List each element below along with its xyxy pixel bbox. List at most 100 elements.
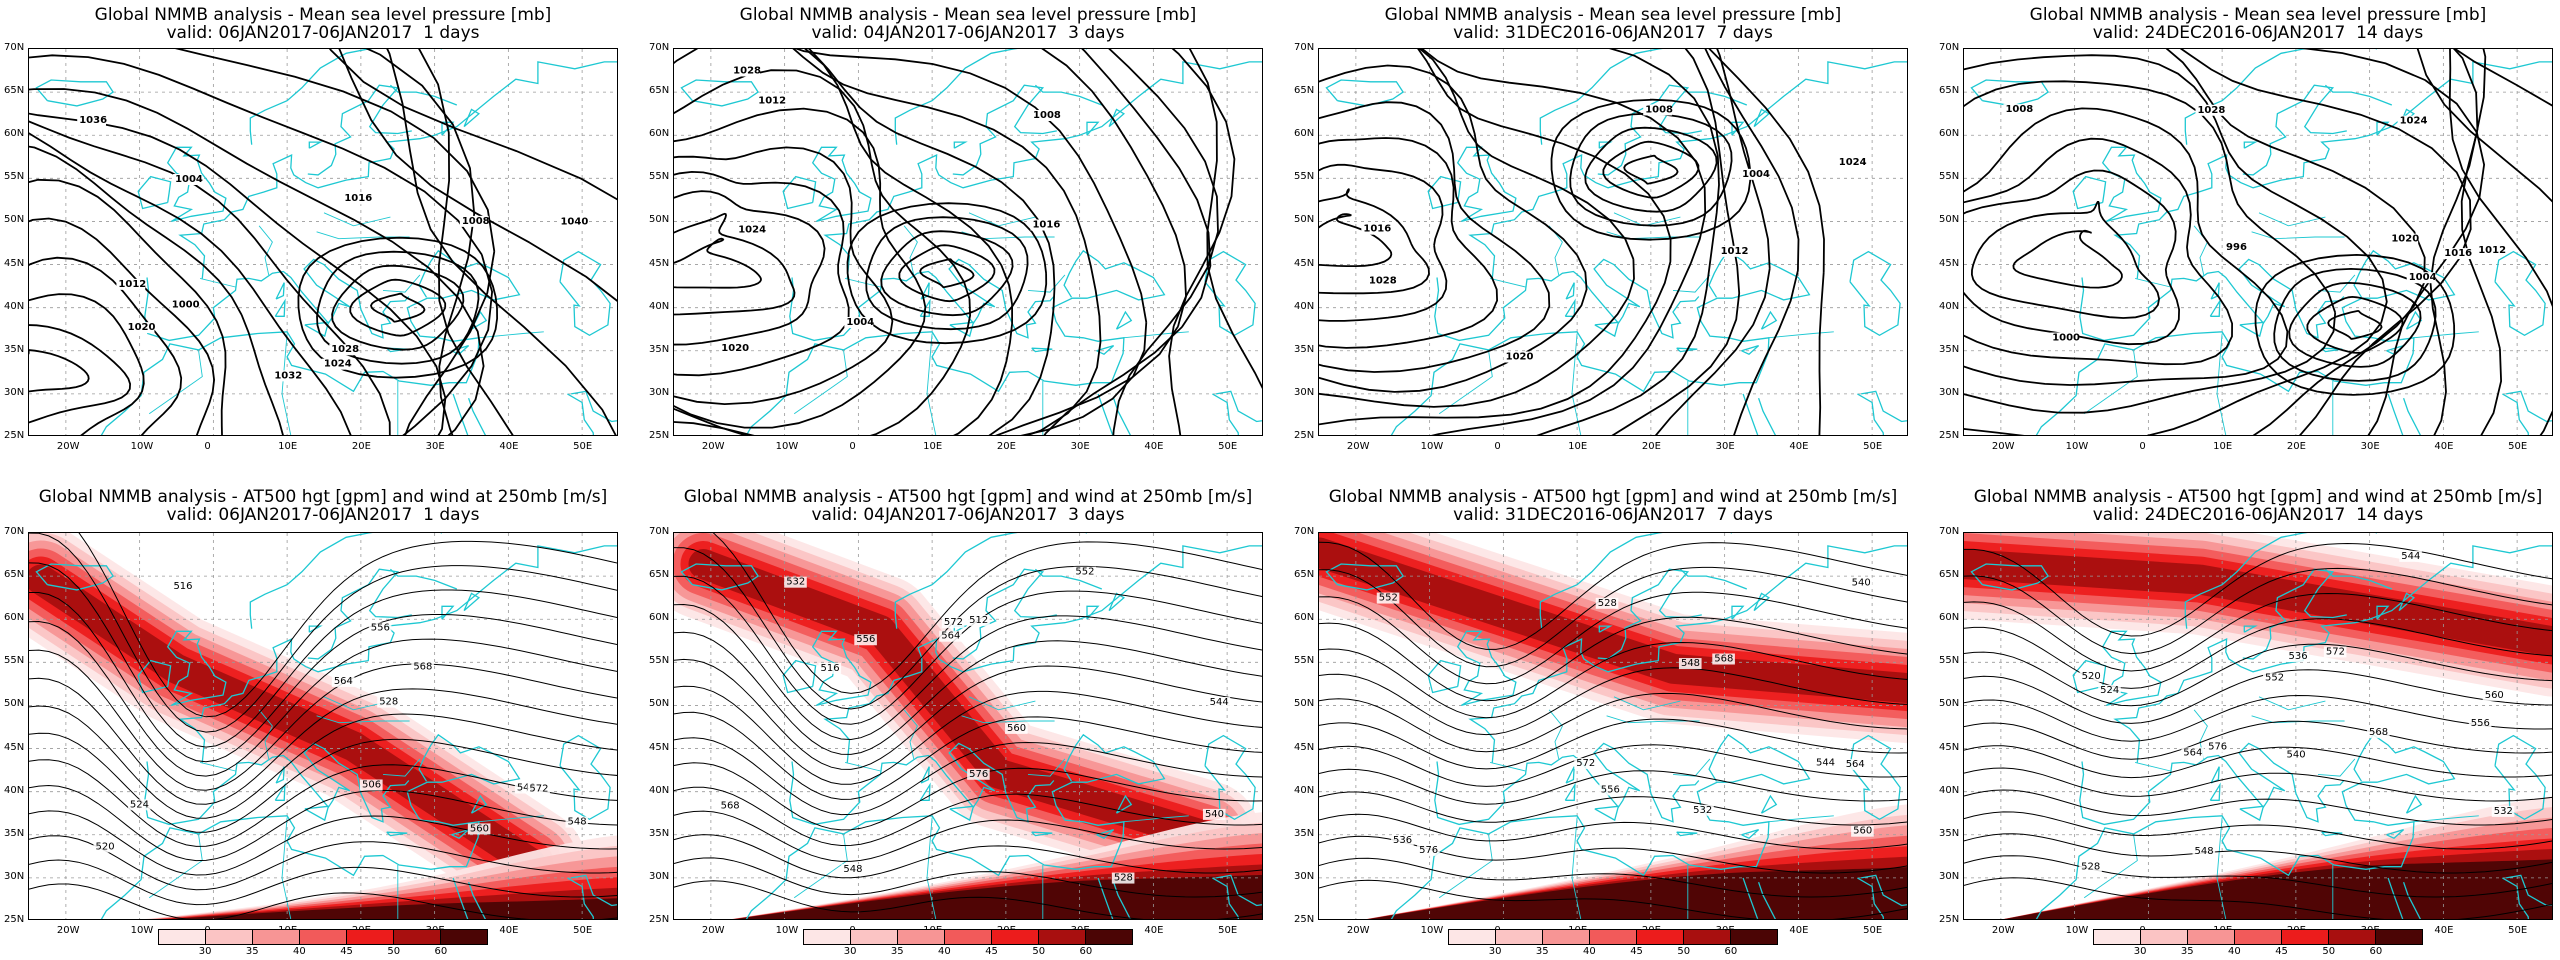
- svg-text:540: 540: [1205, 809, 1224, 820]
- colorbar-swatch: [159, 930, 206, 944]
- svg-text:516: 516: [173, 581, 192, 592]
- colorbar-label: 40: [1583, 946, 1596, 957]
- svg-text:1028: 1028: [733, 65, 761, 76]
- contour-label: 520: [93, 841, 117, 853]
- isoline: [29, 112, 447, 435]
- svg-text:576: 576: [2208, 742, 2227, 753]
- isoline: [1319, 137, 1499, 349]
- colorbar-swatch: [898, 930, 945, 944]
- svg-text:532: 532: [786, 577, 805, 588]
- svg-text:1016: 1016: [1363, 224, 1391, 235]
- panel-title: Global NMMB analysis - Mean sea level pr…: [2029, 5, 2487, 25]
- colorbar-swatch: [1590, 930, 1637, 944]
- panel-title: Global NMMB analysis - AT500 hgt [gpm] a…: [1973, 487, 2543, 507]
- wind-shading: [29, 533, 617, 919]
- panel-title: Global NMMB analysis - AT500 hgt [gpm] a…: [1328, 487, 1898, 507]
- lat-label: 45N: [649, 741, 670, 753]
- isoline: [29, 293, 145, 435]
- map-svg: 1032 1028 1016 1036 1040 1020 1024 1012 1008 1004…: [29, 49, 617, 435]
- colorbar-label: 35: [890, 946, 904, 957]
- panel-subtitle: valid: 31DEC2016-06JAN2017 7 days: [1453, 505, 1773, 525]
- colorbar: [803, 929, 1133, 945]
- contour-label: 568: [718, 800, 742, 812]
- lat-label: 25N: [649, 914, 670, 925]
- contour-label: 564: [1843, 759, 1867, 771]
- lat-label: 45N: [1939, 257, 1960, 269]
- svg-text:564: 564: [1846, 759, 1865, 770]
- lat-label: 55N: [4, 655, 25, 667]
- lat-label: 55N: [1939, 655, 1960, 667]
- colorbar-swatch: [2141, 930, 2188, 944]
- lat-label: 25N: [1939, 430, 1960, 441]
- colorbar-swatch: [300, 930, 347, 944]
- colorbar-label: 30: [843, 946, 857, 957]
- panel-title: Global NMMB analysis - Mean sea level pr…: [94, 5, 552, 25]
- contour-label: 1012: [2476, 245, 2506, 257]
- colorbar-label: 45: [340, 946, 353, 957]
- lat-label: 40N: [1939, 300, 1960, 312]
- svg-text:548: 548: [568, 817, 587, 828]
- lon-label: 20W: [701, 925, 725, 936]
- isoline: [1964, 694, 2552, 742]
- lat-label: 45N: [649, 257, 670, 269]
- svg-text:568: 568: [413, 661, 432, 672]
- isolines: 528 532 536 540 544 548 552 556 560 564 568 572 576: [1319, 541, 1907, 919]
- z500-wind-map: 520 524 528 532 536 540 544 548 552 556 560 564 568 5…: [1963, 532, 2553, 920]
- svg-text:1040: 1040: [560, 216, 588, 227]
- contour-label: 572: [941, 617, 965, 629]
- lat-label: 40N: [649, 300, 670, 312]
- isoline: [880, 230, 1014, 317]
- svg-text:532: 532: [2494, 806, 2513, 817]
- colorbar-swatch: [2094, 930, 2141, 944]
- contour-label: 552: [1073, 566, 1097, 578]
- lat-label: 55N: [1939, 171, 1960, 183]
- isoline: [1319, 188, 1430, 295]
- isoline: [1319, 163, 1448, 322]
- contour-label: 1016: [342, 193, 372, 205]
- panel-title: Global NMMB analysis - Mean sea level pr…: [739, 5, 1197, 25]
- isoline: [1964, 542, 2552, 637]
- svg-text:512: 512: [969, 615, 988, 626]
- isoline: [29, 217, 216, 435]
- colorbar-label: 50: [1677, 946, 1691, 957]
- isoline: [1964, 592, 2552, 672]
- isoline: [674, 190, 826, 346]
- z500-wind-map: 524 528 540 548 556 560 564 568 572 520 516 506: [28, 532, 618, 920]
- mslp-map: 1032 1028 1016 1036 1040 1020 1024 1012 1008 1004…: [28, 48, 618, 436]
- isolines: 528 532 540 544 548 552 556 560 564 568 572 576 512 5…: [674, 533, 1262, 919]
- contour-label: 1024: [1836, 156, 1867, 168]
- isoline: [78, 533, 617, 718]
- contour-label: 1028: [1366, 275, 1397, 287]
- panel-subtitle: valid: 24DEC2016-06JAN2017 14 days: [2092, 23, 2424, 43]
- lat-label: 60N: [4, 128, 25, 140]
- contour-label: 520: [2079, 671, 2103, 683]
- isoline: [1964, 745, 2552, 779]
- svg-text:1008: 1008: [1033, 110, 1061, 121]
- isoline: [1319, 718, 1907, 770]
- svg-text:544: 544: [1210, 697, 1229, 708]
- contour-label: 564: [331, 675, 355, 687]
- contour-label: 556: [854, 634, 877, 646]
- svg-text:1020: 1020: [721, 343, 749, 354]
- isoline: [1964, 877, 2552, 919]
- lat-label: 45N: [4, 741, 25, 753]
- svg-text:528: 528: [1598, 598, 1617, 609]
- svg-text:572: 572: [2326, 646, 2345, 657]
- svg-text:1032: 1032: [274, 370, 302, 381]
- isoline: [1964, 643, 2552, 707]
- svg-text:1016: 1016: [1032, 220, 1060, 231]
- isoline: [1584, 126, 1718, 213]
- lat-label: 35N: [1939, 827, 1960, 839]
- contour-label: 564: [939, 630, 962, 642]
- colorbar-swatch: [206, 930, 253, 944]
- isoline: [1108, 49, 1219, 435]
- isoline: [674, 146, 894, 406]
- map-svg: 996 1000 1004 1008 1012 1016 1020 1024 1028: [1964, 49, 2552, 435]
- lat-label: 30N: [4, 386, 25, 398]
- contour-label: 1016: [2442, 248, 2472, 260]
- isoline: [297, 236, 499, 379]
- contour-label: 1008: [1031, 110, 1061, 122]
- lon-label: 40E: [1789, 925, 1809, 936]
- map-svg: 528 532 536 540 544 548 552 556 560 564 568 572 576: [1319, 533, 1907, 919]
- colorbar-label: 45: [1630, 946, 1643, 957]
